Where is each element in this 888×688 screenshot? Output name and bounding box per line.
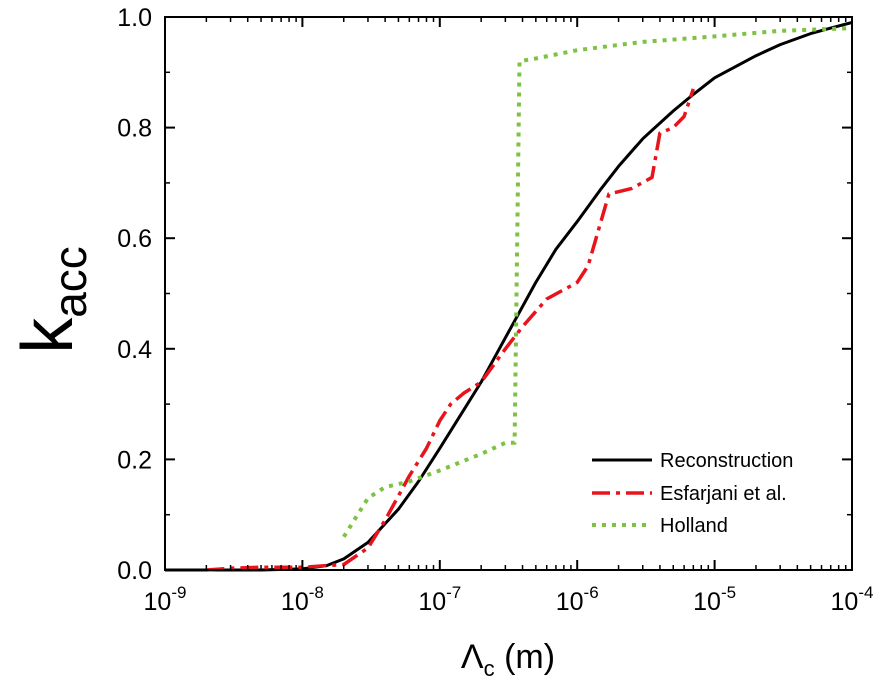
legend-label-reconstruction: Reconstruction xyxy=(660,450,793,472)
x-tick-base: 10 xyxy=(281,588,309,616)
x-tick-base: 10 xyxy=(144,588,172,616)
x-tick-exponent: -6 xyxy=(584,583,599,602)
series-line-reconstruction xyxy=(165,21,853,572)
y-axis-title: kacc xyxy=(8,246,96,354)
x-tick-label: 10-8 xyxy=(281,583,324,616)
x-tick-label: 10-6 xyxy=(556,583,599,616)
x-tick-exponent: -4 xyxy=(858,583,873,602)
y-tick-label: 0.0 xyxy=(117,557,152,585)
y-tick-label: 0.4 xyxy=(117,336,152,364)
x-axis-title-unit: (m) xyxy=(495,638,555,676)
x-tick-label: 10-7 xyxy=(418,583,461,616)
x-tick-label: 10-9 xyxy=(144,583,187,616)
x-tick-label: 10-5 xyxy=(693,583,736,616)
y-tick-label: 1.0 xyxy=(117,4,152,32)
x-tick-exponent: -9 xyxy=(171,583,186,602)
x-tick-base: 10 xyxy=(418,588,446,616)
x-tick-exponent: -5 xyxy=(721,583,736,602)
legend: Reconstruction Esfarjani et al. Holland xyxy=(592,450,793,537)
x-tick-base: 10 xyxy=(693,588,721,616)
x-axis-title: Λc (m) xyxy=(461,638,555,681)
x-tick-exponent: -8 xyxy=(309,583,324,602)
y-tick-label: 0.8 xyxy=(117,115,152,143)
series-line-esfarjani xyxy=(206,88,695,572)
x-axis-title-symbol: Λ xyxy=(461,638,484,676)
x-tick-label: 10-4 xyxy=(831,583,874,616)
x-axis-title-subscript: c xyxy=(484,656,495,681)
legend-label-esfarjani: Esfarjani et al. xyxy=(660,483,787,505)
x-tick-base: 10 xyxy=(556,588,584,616)
series-layer xyxy=(165,21,853,572)
y-axis-title-subscript: acc xyxy=(44,246,96,318)
x-tick-base: 10 xyxy=(831,588,859,616)
y-tick-label: 0.2 xyxy=(117,446,152,474)
y-axis-title-main: k xyxy=(8,317,88,354)
series-line-holland xyxy=(342,26,853,538)
legend-label-holland: Holland xyxy=(660,515,728,537)
x-tick-exponent: -7 xyxy=(446,583,461,602)
tick-layer: 10-9 10-8 10-7 10-6 10-5 10-40.00.20.40.60.81… xyxy=(117,4,873,616)
y-tick-label: 0.6 xyxy=(117,225,152,253)
